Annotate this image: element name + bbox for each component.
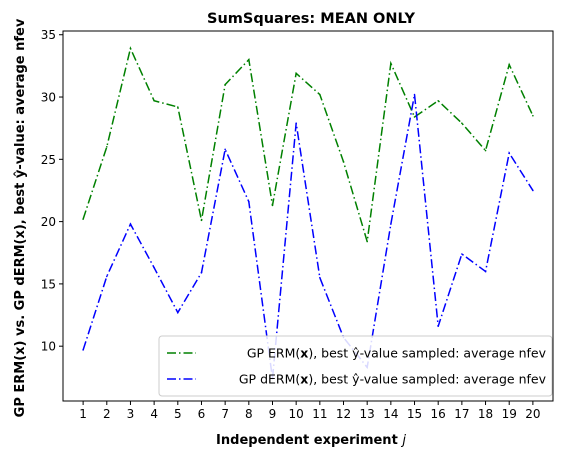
data-point bbox=[319, 276, 321, 279]
data-point bbox=[129, 47, 132, 50]
plot-area bbox=[62, 30, 554, 402]
data-point bbox=[271, 204, 274, 207]
x-axis: 1 2 3 4 5 6 7 8 9 10 11 12 13 14 15 16 17 18 19 20 bbox=[79, 401, 541, 421]
data-point bbox=[177, 311, 179, 314]
data-point bbox=[484, 149, 487, 152]
data-point bbox=[342, 161, 345, 163]
data-point bbox=[248, 58, 250, 61]
x-tick-label: 13 bbox=[360, 407, 375, 421]
x-tick-label: 5 bbox=[174, 407, 182, 421]
x-tick-label: 14 bbox=[383, 407, 398, 421]
data-point bbox=[366, 240, 368, 243]
data-point bbox=[177, 106, 179, 108]
y-tick-label: 25 bbox=[41, 153, 56, 167]
series-group bbox=[82, 46, 534, 380]
legend-label-2: GP dERM(x), best ŷ-value sampled: averag… bbox=[239, 372, 547, 387]
data-point bbox=[508, 152, 511, 154]
x-axis-label-var: j bbox=[400, 433, 406, 448]
x-tick-label: 19 bbox=[502, 407, 517, 421]
data-point bbox=[319, 93, 321, 96]
data-point bbox=[532, 189, 534, 192]
data-point bbox=[224, 83, 226, 86]
data-point bbox=[390, 62, 392, 65]
legend: GP ERM(x), best ŷ-value sampled: average… bbox=[158, 335, 553, 397]
data-point bbox=[390, 223, 392, 225]
data-point bbox=[484, 270, 487, 273]
legend-label-1: GP ERM(x), best ŷ-value sampled: average… bbox=[247, 346, 547, 361]
x-tick-label: 1 bbox=[79, 407, 87, 421]
x-tick-label: 17 bbox=[454, 407, 469, 421]
y-tick-label: 30 bbox=[41, 91, 56, 105]
x-tick-label: 7 bbox=[221, 407, 229, 421]
data-point bbox=[200, 219, 203, 222]
x-axis-label-main: Independent experiment bbox=[216, 433, 402, 448]
x-tick-label: 11 bbox=[312, 407, 327, 421]
x-tick-label: 6 bbox=[198, 407, 206, 421]
data-point bbox=[153, 266, 155, 269]
x-tick-label: 10 bbox=[289, 407, 304, 421]
data-point bbox=[200, 271, 203, 274]
series-line-1 bbox=[82, 46, 534, 242]
data-point bbox=[437, 99, 439, 102]
y-axis-label: GP ERM(x) vs. GP dERM(x), best ŷ-value: … bbox=[13, 18, 28, 417]
y-tick-label: 35 bbox=[41, 28, 56, 42]
x-tick-label: 3 bbox=[127, 407, 135, 421]
x-tick-label: 18 bbox=[478, 407, 493, 421]
data-point bbox=[461, 122, 463, 124]
data-point bbox=[295, 72, 297, 75]
data-point bbox=[295, 122, 297, 124]
x-tick-label: 2 bbox=[103, 407, 111, 421]
data-point bbox=[413, 93, 416, 96]
data-point bbox=[532, 114, 534, 117]
data-point bbox=[105, 275, 108, 278]
data-point bbox=[508, 63, 511, 66]
chart-title: SumSquares: MEAN ONLY bbox=[207, 11, 415, 27]
x-tick-label: 20 bbox=[525, 407, 540, 421]
data-point bbox=[437, 325, 439, 328]
plot-frame bbox=[62, 30, 554, 402]
x-axis-label: Independent experiment j bbox=[216, 433, 406, 448]
series-line-2 bbox=[82, 94, 534, 379]
data-point bbox=[248, 200, 250, 203]
x-tick-label: 4 bbox=[150, 407, 158, 421]
data-point bbox=[105, 146, 108, 148]
x-tick-label: 8 bbox=[245, 407, 253, 421]
data-point bbox=[413, 116, 416, 118]
data-point bbox=[82, 349, 84, 351]
data-point bbox=[153, 99, 155, 102]
data-point bbox=[461, 253, 463, 255]
data-point bbox=[82, 218, 84, 220]
y-tick-label: 10 bbox=[41, 340, 56, 354]
y-tick-label: 20 bbox=[41, 215, 56, 229]
data-point bbox=[129, 223, 132, 225]
x-tick-label: 16 bbox=[431, 407, 446, 421]
y-tick-label: 15 bbox=[41, 277, 56, 291]
data-point bbox=[224, 148, 226, 151]
legend-box bbox=[158, 335, 553, 397]
x-tick-label: 9 bbox=[269, 407, 277, 421]
x-tick-label: 15 bbox=[407, 407, 422, 421]
y-axis: 10 15 20 25 30 35 bbox=[41, 28, 63, 354]
x-tick-label: 12 bbox=[336, 407, 351, 421]
